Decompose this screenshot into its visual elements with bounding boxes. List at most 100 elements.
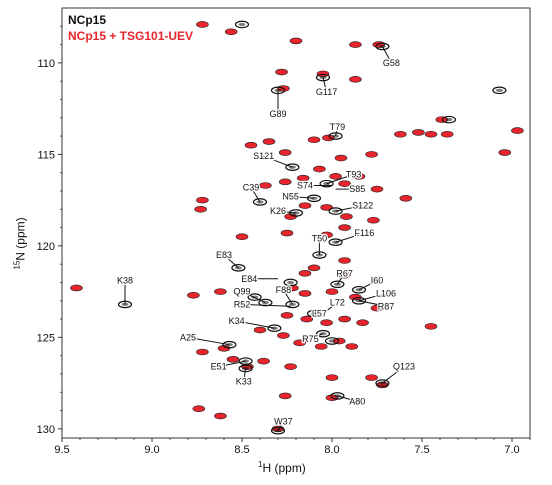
- peak-free: [315, 329, 331, 338]
- peak-free: [492, 86, 507, 95]
- peak-complex: [284, 363, 297, 370]
- residue-label: K38: [117, 276, 133, 286]
- residue-label: R67: [336, 268, 353, 278]
- residue-label: S85: [349, 184, 365, 194]
- residue-label: S74: [297, 180, 313, 190]
- peak-complex: [187, 291, 200, 299]
- peak-complex: [262, 138, 276, 145]
- x-axis-label-main: H: [262, 461, 272, 475]
- peak-complex: [320, 204, 333, 211]
- residue-label: A80: [349, 396, 365, 406]
- peak-complex: [275, 68, 288, 76]
- peak-free: [267, 324, 282, 333]
- peak-complex: [352, 173, 366, 180]
- peak-complex: [196, 21, 209, 28]
- peak-complex: [340, 213, 353, 220]
- residue-label: T50: [312, 234, 328, 244]
- residue-label: K26: [270, 206, 286, 216]
- residue-label: T93: [346, 170, 362, 180]
- peak-complex: [349, 293, 362, 301]
- peak-complex: [440, 130, 454, 138]
- peak-complex: [356, 319, 369, 327]
- peak-complex: [511, 127, 524, 134]
- axes-layer: 9.5 9.0 8.5 8.0 7.5 7.0 110 115 120 125 130: [37, 25, 531, 456]
- peak-complex: [224, 28, 238, 36]
- annotation-leader: [382, 366, 405, 384]
- peak-complex: [307, 264, 321, 272]
- x-axis-label-unit: (ppm): [274, 461, 306, 475]
- legend: NCp15 NCp15 + TSG101-UEV: [68, 12, 193, 44]
- peak-complex: [298, 202, 312, 209]
- y-tick-label: 130: [37, 424, 55, 436]
- residue-label: L57: [312, 309, 327, 319]
- peak-free: [441, 115, 457, 124]
- peak-free: [315, 73, 331, 82]
- peak-complex: [394, 130, 407, 138]
- annotation-leader: [241, 303, 291, 307]
- peak-complex: [257, 357, 270, 365]
- peak-free: [270, 426, 286, 435]
- x-tick-label: 7.0: [504, 444, 519, 456]
- peak-complex: [325, 374, 339, 381]
- peak-complex: [214, 412, 227, 420]
- annotation-leader: [335, 205, 363, 212]
- peak-complex: [349, 41, 362, 48]
- residue-label: Q99: [233, 287, 250, 297]
- annotation-leader: [236, 320, 275, 329]
- annotation-leader: [335, 232, 365, 243]
- residue-label: I60: [371, 276, 384, 286]
- peak-free: [252, 198, 268, 206]
- peak-complex: [293, 339, 306, 347]
- peak-complex: [338, 257, 351, 264]
- peak-complex: [196, 348, 209, 356]
- residue-label: S121: [253, 151, 274, 161]
- peak-free: [285, 300, 300, 309]
- y-axis-label-unit: (ppm): [13, 217, 28, 249]
- residue-label: R52: [234, 299, 251, 309]
- peak-complex: [289, 37, 303, 45]
- peak-complex: [338, 271, 351, 279]
- residue-label: C39: [243, 182, 260, 192]
- annotation-leader: [381, 46, 392, 64]
- peak-complex: [338, 315, 351, 323]
- peak-complex: [325, 288, 339, 295]
- peak-complex: [278, 392, 292, 400]
- peak-complex: [244, 141, 258, 149]
- peak-free: [375, 379, 390, 387]
- residue-label: L106: [376, 288, 396, 298]
- annotation-leader: [282, 289, 293, 305]
- peak-complex: [278, 178, 292, 186]
- peak-free: [330, 280, 345, 289]
- y-axis-label: 15N (ppm): [13, 217, 28, 269]
- residue-label: G58: [383, 58, 400, 68]
- residue-label: Q123: [393, 362, 415, 372]
- peak-complex: [313, 165, 326, 173]
- peak-free: [283, 278, 298, 287]
- peak-complex: [498, 149, 512, 156]
- peak-complex: [286, 284, 299, 292]
- residue-label: N55: [282, 191, 299, 201]
- peak-free-core: [445, 118, 453, 122]
- peak-complex: [370, 185, 384, 193]
- annotation-leader: [277, 210, 297, 214]
- annotation-leader: [241, 291, 266, 304]
- peak-free: [285, 163, 300, 171]
- peak-complex: [322, 134, 335, 142]
- peak-complex: [365, 374, 378, 381]
- peak-complex: [296, 174, 310, 182]
- peak-complex: [300, 315, 314, 323]
- peak-free: [238, 357, 253, 365]
- annotation-leader: [263, 155, 293, 168]
- y-axis-label-main: N: [13, 252, 28, 261]
- y-axis-label-sup: 15: [12, 260, 22, 270]
- peak-complex: [253, 326, 267, 334]
- x-tick-label: 8.0: [324, 444, 339, 456]
- peak-complex: [196, 196, 209, 204]
- x-tick-label: 8.5: [234, 444, 249, 456]
- x-tick-label: 9.5: [54, 444, 69, 456]
- peak-complex: [399, 194, 413, 202]
- peak-free: [306, 194, 322, 203]
- residue-label: F116: [354, 228, 374, 238]
- peak-free: [330, 392, 345, 400]
- peak-free: [351, 296, 367, 305]
